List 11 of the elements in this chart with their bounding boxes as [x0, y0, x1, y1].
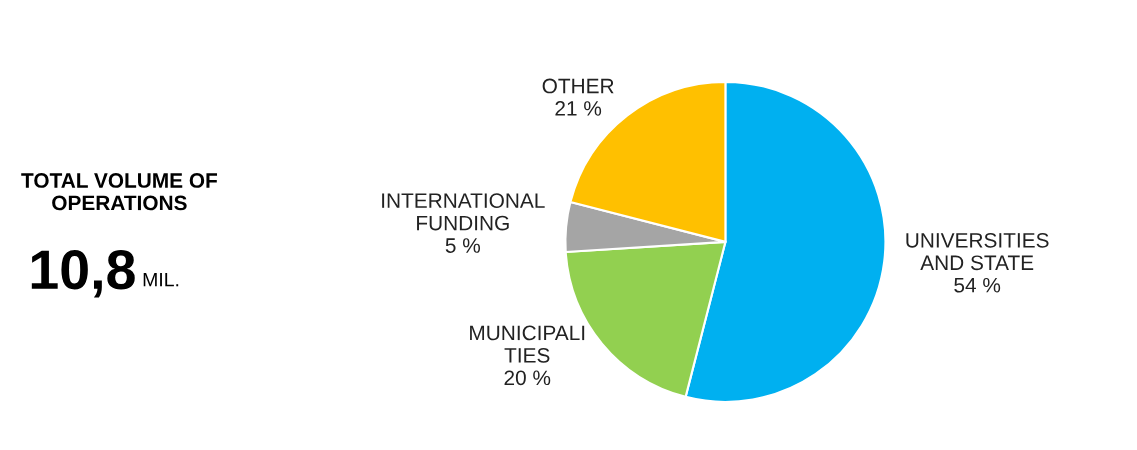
slice-label: INTERNATIONAL FUNDING [382, 193, 545, 231]
slice-label: OTHER [542, 78, 614, 94]
text: MIL. [143, 272, 179, 287]
text: TOTAL VOLUME OF OPERATIONS [21, 173, 218, 211]
data-label: 54 % [954, 277, 1001, 293]
data-label: 20 % [504, 370, 551, 386]
slice-label: UNIVERSITIES AND STATE [906, 232, 1049, 271]
data-label: 5 % [445, 238, 481, 253]
text: 10,8 [31, 250, 135, 298]
slice-label: MUNICIPALI TIES [470, 325, 585, 363]
data-label: 21 % [555, 101, 602, 116]
